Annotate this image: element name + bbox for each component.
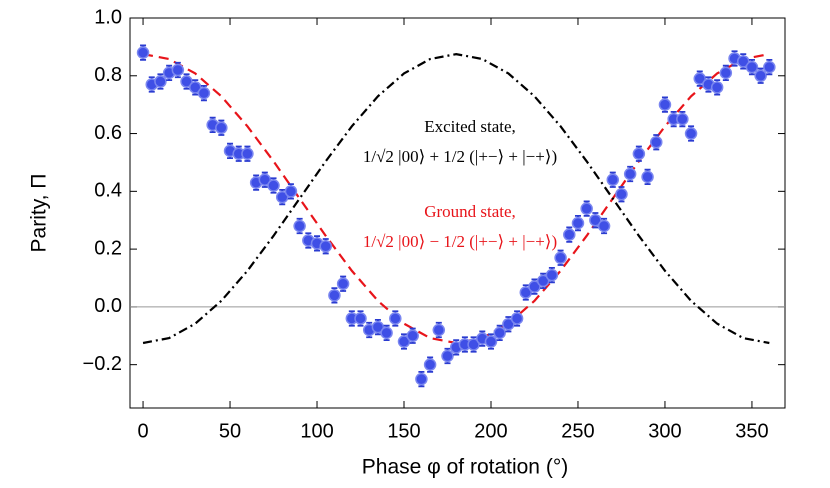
data-point: [589, 213, 602, 227]
y-tick-label: 0.8: [94, 64, 122, 86]
y-tick-label: −0.2: [83, 353, 122, 375]
data-point: [536, 274, 550, 288]
data-point: [641, 170, 654, 184]
data-point: [275, 190, 289, 204]
data-point: [328, 289, 341, 302]
data-point: [441, 349, 454, 363]
data-point: [180, 75, 193, 88]
y-tick-label: 0.4: [94, 180, 122, 202]
data-point: [597, 219, 611, 233]
x-tick-label: 350: [735, 420, 768, 442]
data-point: [493, 326, 506, 340]
annotation-title: Ground state,: [424, 202, 516, 221]
data-point: [623, 167, 637, 181]
data-point: [719, 66, 733, 80]
x-tick-label: 100: [300, 420, 333, 442]
data-point: [197, 86, 211, 100]
data-point: [658, 98, 672, 111]
data-point: [389, 312, 402, 325]
data-point: [684, 127, 698, 140]
data-point: [284, 185, 298, 198]
y-axis-label: Parity, Π: [28, 174, 51, 253]
data-point: [632, 147, 646, 161]
data-point: [188, 81, 202, 94]
data-point: [136, 46, 150, 59]
y-tick-label: 0.2: [94, 237, 122, 259]
x-tick-label: 150: [387, 420, 420, 442]
x-tick-label: 50: [219, 420, 241, 442]
data-point: [580, 202, 593, 215]
data-point: [215, 121, 228, 135]
data-point: [484, 335, 498, 348]
data-point: [615, 187, 628, 201]
data-point: [241, 147, 254, 161]
data-point: [676, 112, 689, 126]
data-point: [563, 228, 576, 241]
x-tick-label: 200: [474, 420, 507, 442]
data-point: [571, 216, 585, 230]
data-point: [502, 317, 515, 331]
data-point: [319, 239, 332, 253]
data-point: [467, 338, 480, 351]
y-tick-label: 0.6: [94, 122, 122, 144]
data-point: [736, 55, 750, 68]
data-point: [606, 173, 620, 187]
data-point: [528, 280, 541, 293]
data-point: [154, 75, 167, 88]
y-tick-label: 1.0: [94, 6, 122, 28]
data-point: [415, 372, 428, 386]
data-point: [754, 69, 767, 83]
data-point: [519, 286, 533, 299]
data-point: [554, 251, 567, 265]
data-point: [545, 268, 559, 282]
x-tick-label: 300: [648, 420, 681, 442]
data-point: [693, 72, 707, 85]
data-point: [267, 179, 280, 192]
data-point: [371, 320, 385, 334]
x-tick-label: 250: [561, 420, 594, 442]
data-point: [763, 60, 776, 74]
curve: [142, 53, 770, 345]
y-tick-label: 0.0: [94, 295, 122, 317]
x-tick-label: 0: [137, 420, 148, 442]
annotation-title: Excited state,: [424, 117, 516, 136]
annotation-formula: 1/√2 |00⟩ + 1/2 (|+−⟩ + |−+⟩): [363, 147, 557, 166]
data-point: [432, 323, 446, 337]
data-point: [397, 335, 411, 348]
data-point: [258, 173, 272, 187]
curve: [142, 52, 770, 345]
data-point: [650, 135, 663, 149]
data-point: [406, 329, 419, 343]
data-point: [336, 277, 350, 291]
data-point: [354, 312, 367, 325]
x-axis-label: Phase φ of rotation (°): [362, 456, 568, 479]
data-point: [423, 358, 437, 371]
data-point: [293, 219, 306, 233]
data-point: [745, 60, 759, 74]
annotation-formula: 1/√2 |00⟩ − 1/2 (|+−⟩ + |−+⟩): [363, 232, 557, 251]
data-point: [380, 326, 393, 340]
data-point: [510, 312, 524, 325]
data-point: [710, 81, 724, 94]
data-point: [171, 63, 185, 77]
plot-frame: [129, 17, 786, 409]
